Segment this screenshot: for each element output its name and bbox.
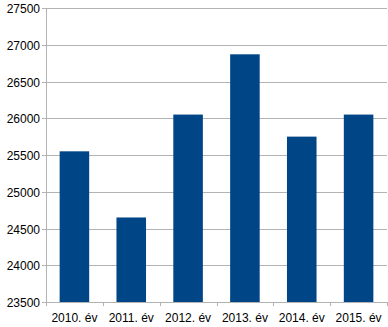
bar [116, 217, 146, 302]
bar [60, 151, 90, 302]
y-tick-label: 23500 [7, 296, 41, 310]
bars [60, 54, 374, 302]
y-tick [42, 82, 46, 83]
chart-container: 23500 24000 24500 25000 25500 26000 26500 27000… [0, 0, 388, 327]
x-tick [217, 302, 218, 306]
bar [344, 115, 374, 302]
x-tick-label: 2015. év [336, 311, 382, 325]
x-tick [387, 302, 388, 306]
y-tick [42, 265, 46, 266]
y-tick-label: 24000 [7, 259, 41, 273]
y-tick [42, 229, 46, 230]
grid-line [46, 82, 387, 83]
x-tick-label: 2012. év [165, 311, 211, 325]
y-tick-label: 24500 [7, 223, 41, 237]
x-tick [160, 302, 161, 306]
y-tick [42, 8, 46, 9]
y-tick-label: 25500 [7, 149, 41, 163]
x-tick [103, 302, 104, 306]
grid-line [46, 45, 387, 46]
bar [230, 54, 260, 302]
y-axis [46, 8, 47, 302]
bar [287, 137, 317, 302]
x-tick [330, 302, 331, 306]
y-tick-label: 26500 [7, 76, 41, 90]
x-tick [273, 302, 274, 306]
y-tick [42, 192, 46, 193]
x-tick-label: 2011. év [109, 311, 154, 325]
y-tick [42, 302, 46, 303]
y-tick-label: 26000 [7, 112, 41, 126]
grid-line [46, 265, 387, 266]
grid-line [46, 155, 387, 156]
x-tick-label: 2010. év [51, 311, 97, 325]
x-tick [46, 302, 47, 306]
x-tick-label: 2013. év [222, 311, 268, 325]
grid-line [46, 8, 387, 9]
grid-line [46, 229, 387, 230]
y-tick [42, 118, 46, 119]
chart: 23500 24000 24500 25000 25500 26000 26500 27000… [0, 0, 388, 327]
bar [173, 115, 203, 302]
y-tick [42, 45, 46, 46]
y-tick [42, 155, 46, 156]
x-axis [46, 302, 387, 303]
y-tick-label: 25000 [7, 186, 41, 200]
grid-line [46, 192, 387, 193]
y-tick-label: 27000 [7, 39, 41, 53]
x-tick-label: 2014. év [279, 311, 325, 325]
grid-line [46, 302, 387, 303]
y-tick-label: 27500 [7, 2, 41, 16]
grid [42, 9, 387, 303]
grid-line [46, 118, 387, 119]
